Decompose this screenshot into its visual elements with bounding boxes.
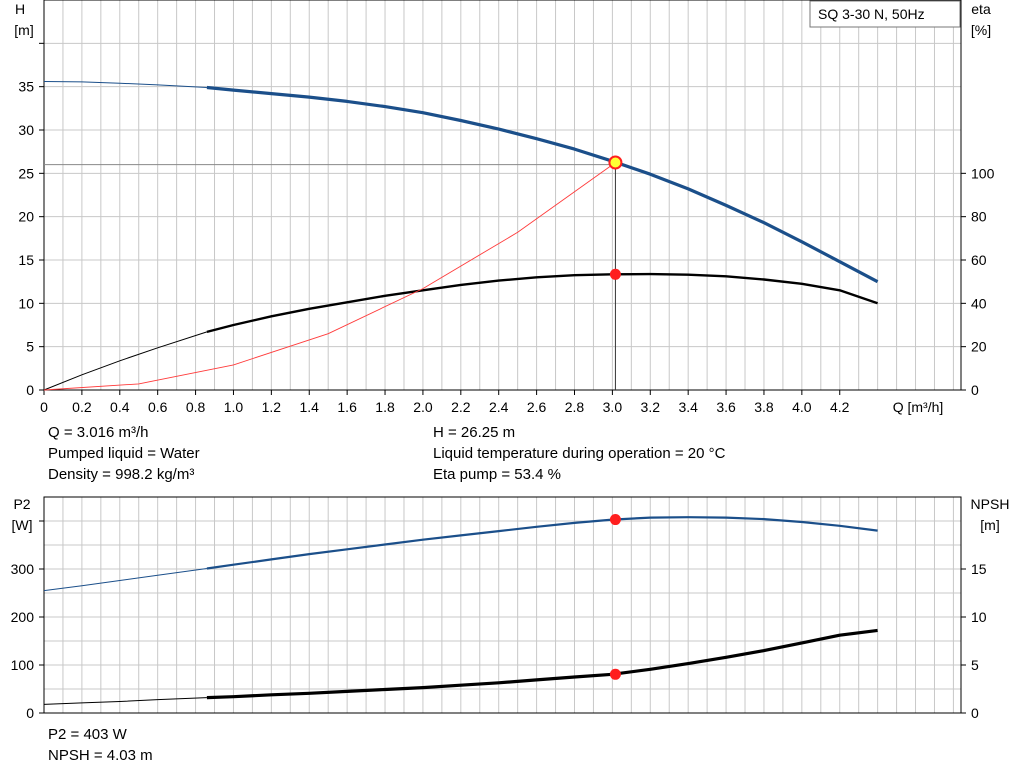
top-head-curve-extension [43,81,207,88]
density-readout: Density = 998.2 kg/m³ [48,466,195,483]
top-x-tick-label: 2.6 [527,399,547,415]
top-x-tick-label: 3.0 [603,399,623,415]
temperature-readout: Liquid temperature during operation = 20… [433,445,726,462]
top-left-tick-label: 35 [18,79,34,95]
bottom-plot-frame [43,496,962,714]
top-head-curve [206,85,879,284]
bottom-right-tick-label: 10 [971,609,987,625]
top-x-tick-label: 3.8 [754,399,774,415]
top-right-tick-label: 60 [971,252,987,268]
bottom-right-axis-label-1: NPSH [971,496,1010,512]
top-left-tick-label: 5 [26,339,34,355]
top-x-tick-label: 1.0 [224,399,244,415]
top-left-tick-label: 30 [18,122,34,138]
top-left-tick-label: 20 [18,209,34,225]
bottom-axis-ticks: 0 100 200 300 0 5 10 15 [11,520,987,721]
top-left-tick-label: 0 [26,382,34,398]
top-x-tick-label: 3.2 [641,399,661,415]
top-x-tick-label: 0.2 [72,399,92,415]
bottom-left-tick-label: 0 [26,705,34,721]
eta-readout: Eta pump = 53.4 % [433,466,561,483]
top-system-curve [43,164,613,391]
top-axis-ticks: 0 5 10 15 20 25 30 35 0 20 40 60 80 100 0 0.2 0.4 0.6 0.8 1… [18,42,995,415]
top-x-tick-label: 0 [40,399,48,415]
top-efficiency-curve-extension [43,331,208,391]
bottom-power-curve-extension [43,568,207,592]
top-x-tick-label: 3.6 [716,399,736,415]
pump-label-box [809,0,961,28]
top-x-tick-label: 0.8 [186,399,206,415]
npsh-operating-point [609,668,621,680]
duty-point [608,155,623,170]
bottom-grid [44,497,961,713]
top-x-tick-label: 2.4 [489,399,509,415]
top-right-tick-label: 80 [971,209,987,225]
top-right-tick-label: 40 [971,295,987,311]
bottom-left-tick-label: 200 [11,609,35,625]
head-readout: H = 26.25 m [433,424,516,441]
top-x-tick-label: 1.6 [337,399,357,415]
top-x-tick-label: 4.0 [792,399,812,415]
top-right-tick-label: 0 [971,382,979,398]
top-x-tick-label: 1.2 [262,399,282,415]
bottom-right-tick-label: 15 [971,561,987,577]
bottom-series [43,516,878,705]
top-x-tick-label: 0.4 [110,399,130,415]
top-right-axis-label-1: eta [971,1,991,17]
top-x-tick-label: 3.4 [678,399,698,415]
top-left-axis-label-2: [m] [14,22,33,38]
bottom-right-axis-label-2: [m] [980,517,999,533]
bottom-power-curve [206,516,878,570]
pump-label: SQ 3-30 N, 50Hz [818,6,925,22]
bottom-right-tick-label: 5 [971,657,979,673]
top-right-tick-label: 20 [971,339,987,355]
bottom-left-axis-label-1: P2 [13,496,30,512]
top-info-left: Q = 3.016 m³/h Pumped liquid = Water Den… [48,422,200,485]
npsh-readout: NPSH = 4.03 m [48,747,153,764]
eta-operating-point [609,268,621,280]
top-left-tick-label: 25 [18,165,34,181]
top-right-axis-label-2: [%] [971,22,991,38]
bottom-right-tick-label: 0 [971,705,979,721]
top-x-tick-label: 1.4 [300,399,320,415]
top-x-tick-label: 4.2 [830,399,850,415]
top-x-tick-label: 2.8 [565,399,585,415]
top-grid [44,0,961,390]
top-x-tick-label: 1.8 [375,399,395,415]
top-left-tick-label: 10 [18,295,34,311]
top-right-tick-label: 100 [971,165,995,181]
bottom-left-tick-label: 100 [11,657,35,673]
markers [608,155,623,680]
bottom-npsh-curve-extension [43,697,207,705]
x-axis-label: Q [m³/h] [893,399,944,415]
top-series [43,81,879,391]
top-x-tick-label: 0.6 [148,399,168,415]
power-readout: P2 = 403 W [48,726,127,743]
top-left-axis-label-1: H [15,1,25,17]
top-efficiency-curve [206,272,878,334]
bottom-info: P2 = 403 W NPSH = 4.03 m [48,724,153,766]
top-plot-frame [43,0,962,391]
top-left-tick-label: 15 [18,252,34,268]
liquid-readout: Pumped liquid = Water [48,445,200,462]
bottom-npsh-curve [206,628,878,700]
bottom-left-tick-label: 300 [11,561,35,577]
top-x-tick-label: 2.0 [413,399,433,415]
top-x-tick-label: 2.2 [451,399,471,415]
top-info-right: H = 26.25 m Liquid temperature during op… [433,422,725,485]
power-operating-point [609,514,621,526]
flow-readout: Q = 3.016 m³/h [48,424,149,441]
bottom-left-axis-label-2: [W] [12,517,33,533]
